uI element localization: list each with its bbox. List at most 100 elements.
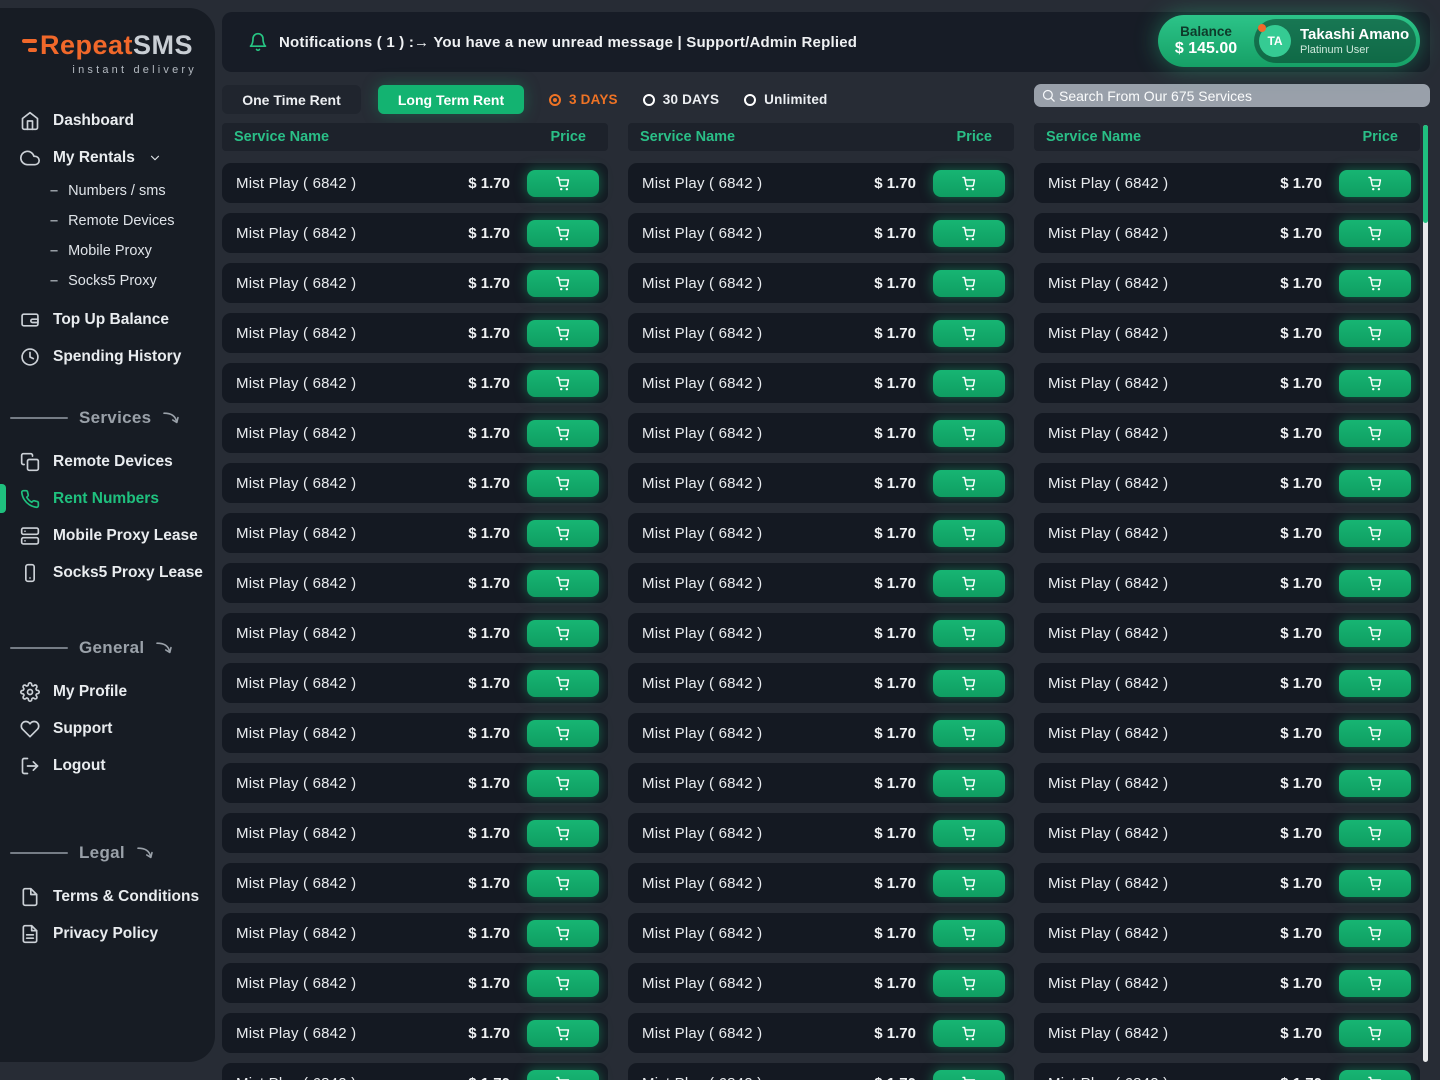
add-to-cart-button[interactable]: [1339, 619, 1411, 647]
sidebar-item-spending-history[interactable]: Spending History: [0, 338, 215, 375]
add-to-cart-button[interactable]: [933, 1069, 1005, 1080]
sidebar-item-top-up-balance[interactable]: Top Up Balance: [0, 301, 215, 338]
user-chip[interactable]: TA Takashi Amano Platinum User: [1254, 19, 1416, 63]
tab-one-time-rent[interactable]: One Time Rent: [222, 85, 361, 114]
cart-icon: [554, 1075, 572, 1080]
service-name: Mist Play ( 6842 ): [236, 674, 357, 692]
service-name: Mist Play ( 6842 ): [1048, 574, 1169, 592]
add-to-cart-button[interactable]: [527, 419, 599, 447]
cart-icon: [960, 1075, 978, 1080]
add-to-cart-button[interactable]: [527, 619, 599, 647]
add-to-cart-button[interactable]: [1339, 569, 1411, 597]
sidebar-subitem-numbers-sms[interactable]: – Numbers / sms: [0, 176, 215, 206]
add-to-cart-button[interactable]: [527, 669, 599, 697]
sidebar-item-dashboard[interactable]: Dashboard: [0, 102, 215, 139]
add-to-cart-button[interactable]: [527, 519, 599, 547]
sidebar-item-socks5-proxy-lease[interactable]: Socks5 Proxy Lease: [0, 554, 215, 591]
add-to-cart-button[interactable]: [1339, 1069, 1411, 1080]
add-to-cart-button[interactable]: [933, 169, 1005, 197]
add-to-cart-button[interactable]: [933, 469, 1005, 497]
service-row: Mist Play ( 6842 ) $ 1.70: [628, 663, 1014, 703]
service-price: $ 1.70: [874, 424, 916, 442]
sidebar-subitem-mobile-proxy[interactable]: – Mobile Proxy: [0, 236, 215, 266]
add-to-cart-button[interactable]: [1339, 519, 1411, 547]
sidebar-item-support[interactable]: Support: [0, 710, 215, 747]
balance-pill[interactable]: Balance $ 145.00 TA Takashi Amano Platin…: [1158, 15, 1420, 67]
add-to-cart-button[interactable]: [527, 769, 599, 797]
add-to-cart-button[interactable]: [933, 819, 1005, 847]
add-to-cart-button[interactable]: [1339, 219, 1411, 247]
add-to-cart-button[interactable]: [527, 269, 599, 297]
vertical-scrollbar[interactable]: [1423, 125, 1428, 1062]
add-to-cart-button[interactable]: [527, 919, 599, 947]
add-to-cart-button[interactable]: [527, 719, 599, 747]
balance-label: Balance: [1180, 24, 1232, 39]
sidebar-item-logout[interactable]: Logout: [0, 747, 215, 784]
service-price: $ 1.70: [1280, 1024, 1322, 1042]
service-price: $ 1.70: [468, 824, 510, 842]
add-to-cart-button[interactable]: [1339, 669, 1411, 697]
section-title: General: [79, 638, 145, 657]
sidebar-item-label: My Profile: [53, 682, 128, 700]
add-to-cart-button[interactable]: [933, 969, 1005, 997]
add-to-cart-button[interactable]: [933, 1019, 1005, 1047]
add-to-cart-button[interactable]: [527, 219, 599, 247]
nav-section-legal: Legal: [0, 838, 215, 868]
sidebar-item-my-profile[interactable]: My Profile: [0, 673, 215, 710]
duration-3-days[interactable]: 3 DAYS: [549, 92, 618, 107]
add-to-cart-button[interactable]: [933, 769, 1005, 797]
add-to-cart-button[interactable]: [1339, 469, 1411, 497]
add-to-cart-button[interactable]: [527, 169, 599, 197]
add-to-cart-button[interactable]: [527, 369, 599, 397]
add-to-cart-button[interactable]: [933, 669, 1005, 697]
add-to-cart-button[interactable]: [527, 1019, 599, 1047]
sidebar-item-privacy-policy[interactable]: Privacy Policy: [0, 915, 215, 952]
sidebar-item-rent-numbers[interactable]: Rent Numbers: [0, 480, 215, 517]
add-to-cart-button[interactable]: [527, 319, 599, 347]
sidebar-item-mobile-proxy-lease[interactable]: Mobile Proxy Lease: [0, 517, 215, 554]
sidebar-subitem-socks5-proxy[interactable]: – Socks5 Proxy: [0, 266, 215, 296]
add-to-cart-button[interactable]: [933, 869, 1005, 897]
add-to-cart-button[interactable]: [933, 269, 1005, 297]
add-to-cart-button[interactable]: [933, 319, 1005, 347]
tab-long-term-rent[interactable]: Long Term Rent: [378, 85, 524, 114]
add-to-cart-button[interactable]: [1339, 719, 1411, 747]
duration-unlimited[interactable]: Unlimited: [744, 92, 827, 107]
add-to-cart-button[interactable]: [933, 519, 1005, 547]
add-to-cart-button[interactable]: [1339, 919, 1411, 947]
cart-icon: [960, 825, 978, 842]
add-to-cart-button[interactable]: [1339, 269, 1411, 297]
add-to-cart-button[interactable]: [1339, 419, 1411, 447]
search-input[interactable]: [1059, 87, 1409, 104]
sidebar-subitem-remote-devices[interactable]: – Remote Devices: [0, 206, 215, 236]
add-to-cart-button[interactable]: [933, 369, 1005, 397]
add-to-cart-button[interactable]: [1339, 319, 1411, 347]
sidebar-item-remote-devices[interactable]: Remote Devices: [0, 443, 215, 480]
service-name: Mist Play ( 6842 ): [236, 974, 357, 992]
add-to-cart-button[interactable]: [1339, 869, 1411, 897]
add-to-cart-button[interactable]: [527, 869, 599, 897]
add-to-cart-button[interactable]: [933, 219, 1005, 247]
duration-30-days[interactable]: 30 DAYS: [642, 92, 719, 107]
service-row: Mist Play ( 6842 ) $ 1.70: [222, 213, 608, 253]
add-to-cart-button[interactable]: [527, 819, 599, 847]
add-to-cart-button[interactable]: [527, 969, 599, 997]
add-to-cart-button[interactable]: [1339, 369, 1411, 397]
sidebar-item-terms-conditions[interactable]: Terms & Conditions: [0, 878, 215, 915]
add-to-cart-button[interactable]: [1339, 1019, 1411, 1047]
add-to-cart-button[interactable]: [933, 919, 1005, 947]
add-to-cart-button[interactable]: [933, 419, 1005, 447]
add-to-cart-button[interactable]: [933, 569, 1005, 597]
add-to-cart-button[interactable]: [527, 469, 599, 497]
add-to-cart-button[interactable]: [1339, 169, 1411, 197]
add-to-cart-button[interactable]: [1339, 969, 1411, 997]
add-to-cart-button[interactable]: [933, 619, 1005, 647]
add-to-cart-button[interactable]: [933, 719, 1005, 747]
add-to-cart-button[interactable]: [1339, 819, 1411, 847]
add-to-cart-button[interactable]: [1339, 769, 1411, 797]
scrollbar-thumb[interactable]: [1423, 125, 1428, 223]
add-to-cart-button[interactable]: [527, 569, 599, 597]
sidebar-item-my-rentals[interactable]: My Rentals: [0, 139, 215, 176]
add-to-cart-button[interactable]: [527, 1069, 599, 1080]
cart-icon: [554, 325, 572, 342]
